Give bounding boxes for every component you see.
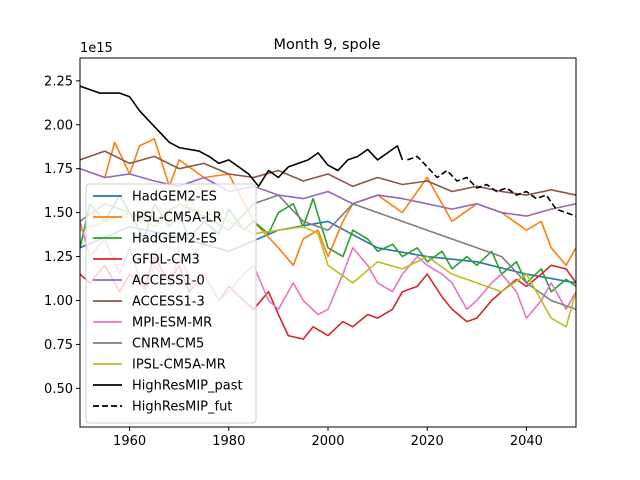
x-tick-label: 2000: [311, 434, 344, 449]
chart-title: Month 9, spole: [273, 37, 380, 53]
legend-label: IPSL-CM5A-LR: [132, 211, 222, 226]
series-line-highresmip-past-9: [80, 85, 404, 188]
series-line-ipsl-cm5a-lr-1: [80, 138, 576, 267]
series-line-highresmip-fut-10: [407, 155, 576, 217]
y-offset-label: 1e15: [80, 41, 113, 56]
legend-label: IPSL-CM5A-MR: [132, 358, 226, 373]
legend-label: HadGEM2-ES: [132, 190, 217, 205]
legend-label: ACCESS1-0: [132, 274, 205, 289]
y-tick-label: 1.75: [44, 162, 73, 177]
y-tick-label: 2.00: [44, 118, 73, 133]
legend-box: [85, 183, 257, 424]
y-tick-label: 2.25: [44, 74, 73, 89]
legend-label: HighResMIP_past: [132, 379, 243, 394]
legend: HadGEM2-ES IPSL-CM5A-LR HadGEM2-ES GFDL-CM3…: [85, 183, 257, 424]
legend-label: ACCESS1-3: [132, 295, 205, 310]
legend-label: MPI-ESM-MR: [132, 316, 212, 331]
y-tick-label: 1.00: [44, 294, 73, 309]
legend-label: HighResMIP_fut: [132, 400, 232, 415]
y-tick-label: 0.50: [44, 382, 73, 397]
series-line-access1-0-4: [80, 167, 576, 217]
y-tick-label: 1.25: [44, 250, 73, 265]
legend-label: HadGEM2-ES: [132, 232, 217, 247]
y-tick-label: 1.50: [44, 206, 73, 221]
legend-label: CNRM-CM5: [132, 337, 204, 352]
legend-label: GFDL-CM3: [132, 253, 200, 268]
x-tick-label: 2020: [411, 434, 444, 449]
x-tick-label: 1960: [113, 434, 146, 449]
x-tick-label: 1980: [212, 434, 245, 449]
y-tick-label: 0.75: [44, 338, 73, 353]
x-tick-label: 2040: [510, 434, 543, 449]
